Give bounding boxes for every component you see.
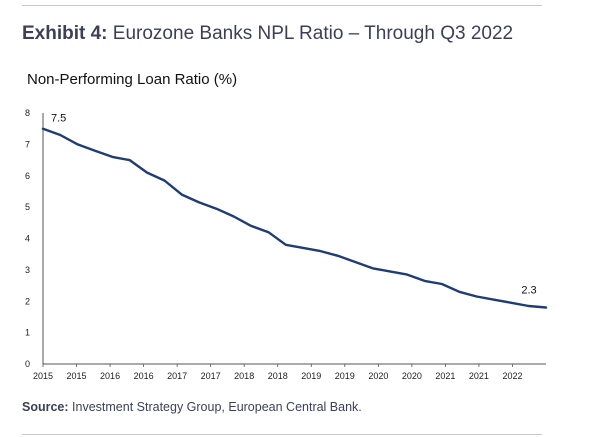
y-tick-label: 7 <box>25 139 30 149</box>
x-tick-label: 2019 <box>301 371 321 381</box>
data-label: 2.3 <box>521 285 536 297</box>
source-note: Source: Investment Strategy Group, Europ… <box>22 400 362 414</box>
npl-ratio-series-line <box>41 127 548 309</box>
chart-title: Non-Performing Loan Ratio (%) <box>27 71 238 88</box>
x-tick-label: 2018 <box>234 371 254 381</box>
y-tick-label: 1 <box>25 328 30 338</box>
exhibit-title-text: Eurozone Banks NPL Ratio – Through Q3 20… <box>112 23 514 44</box>
source-label: Source: <box>22 400 69 414</box>
y-tick-label: 4 <box>25 234 30 244</box>
source-text: Investment Strategy Group, European Cent… <box>72 400 362 414</box>
exhibit-label: Exhibit 4: <box>22 23 108 44</box>
y-tick-label: 5 <box>25 202 30 212</box>
x-tick-label: 2019 <box>335 371 355 381</box>
bottom-rule <box>22 434 542 435</box>
y-tick-label: 2 <box>25 296 30 306</box>
x-tick-label: 2016 <box>100 371 120 381</box>
x-tick-label: 2015 <box>67 371 87 381</box>
x-tick-label: 2021 <box>435 371 455 381</box>
x-tick-label: 2017 <box>167 371 187 381</box>
x-tick-label: 2022 <box>502 371 522 381</box>
x-tick-label: 2015 <box>33 371 53 381</box>
data-label: 7.5 <box>51 113 66 125</box>
exhibit-title: Exhibit 4: Eurozone Banks NPL Ratio – Th… <box>22 23 513 45</box>
y-tick-label: 8 <box>25 108 30 118</box>
x-tick-label: 2020 <box>368 371 388 381</box>
x-tick-label: 2018 <box>268 371 288 381</box>
top-rule <box>22 5 542 6</box>
x-tick-label: 2020 <box>402 371 422 381</box>
y-tick-label: 3 <box>25 265 30 275</box>
x-tick-label: 2016 <box>134 371 154 381</box>
x-tick-label: 2017 <box>201 371 221 381</box>
x-tick-label: 2021 <box>469 371 489 381</box>
y-tick-label: 0 <box>25 359 30 369</box>
y-tick-label: 6 <box>25 171 30 181</box>
